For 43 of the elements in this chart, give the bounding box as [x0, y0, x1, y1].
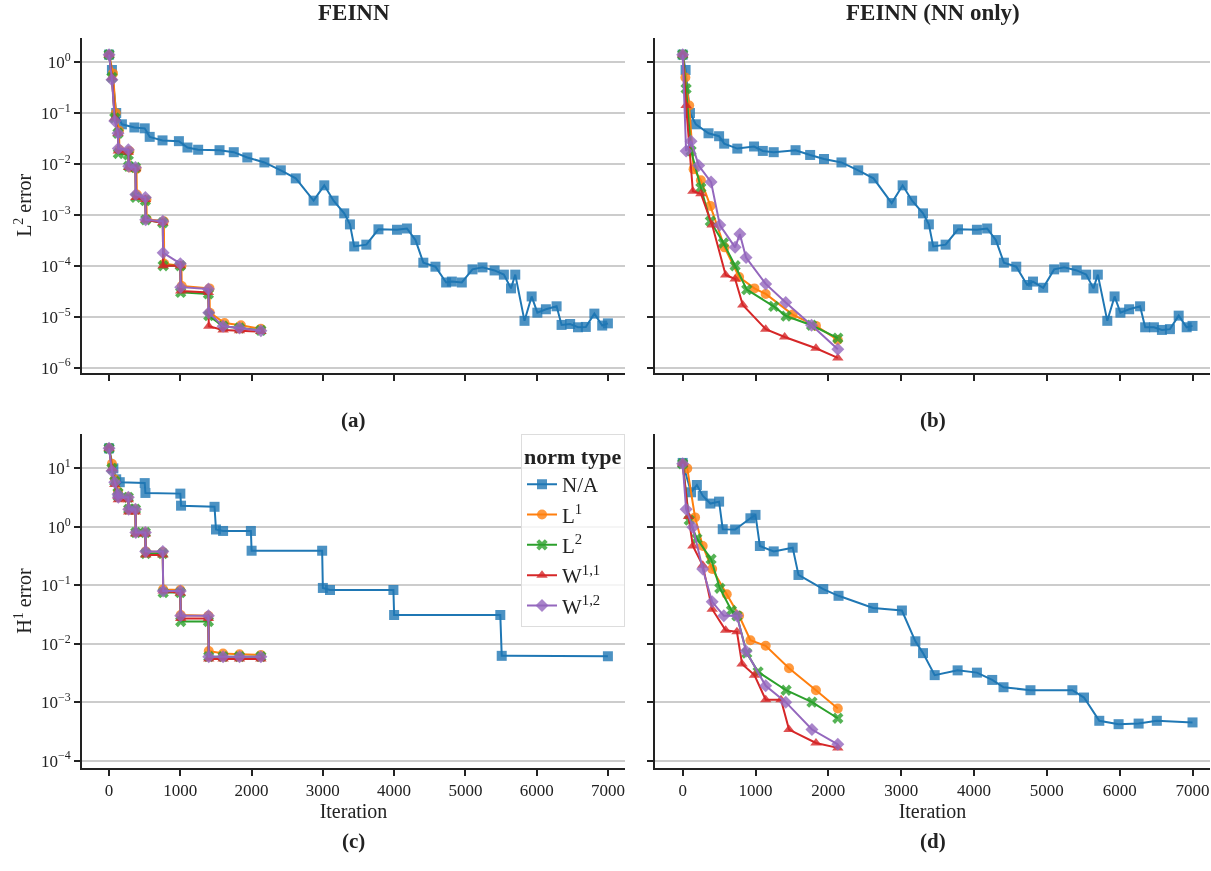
y-tick-label: 10$^{−3}$	[40, 689, 71, 713]
x-tick-label: 4000	[377, 780, 412, 800]
legend-label: W$^{1,1}$	[562, 561, 601, 589]
legend-label: N/A	[562, 473, 599, 498]
text: (a)	[341, 408, 366, 432]
x-tick-label: 2000	[234, 780, 269, 800]
y-tick-label: 10$^{−6}$	[40, 355, 71, 378]
x-tick-label: 3000	[884, 780, 919, 800]
text: (d)	[920, 829, 946, 853]
y-tick-label: 10$^{−1}$	[40, 100, 71, 123]
x-tick-label: 5000	[448, 780, 483, 800]
legend-title: norm type	[524, 444, 622, 470]
legend-label: L$^{2}$	[562, 531, 583, 559]
x-tick-label: 5000	[1029, 780, 1064, 800]
y-tick-label: 10$^{−1}$	[40, 573, 71, 596]
chart-title: FEINN (NN only)	[846, 0, 1020, 25]
y-tick-label: 10$^{−2}$	[40, 631, 71, 654]
x-tick-label: 7000	[1175, 780, 1210, 800]
y-tick-label: 10$^{−3}$	[40, 202, 71, 225]
x-tick-label: 1000	[738, 780, 773, 800]
y-tick-label: 10$^{1}$	[47, 456, 71, 479]
legend-label: L$^{1}$	[562, 500, 583, 528]
x-tick-label: 0	[104, 780, 114, 800]
x-tick-label: 3000	[305, 780, 340, 800]
x-axis-title: Iteration	[898, 799, 967, 822]
y-tick-label: 10$^{−4}$	[40, 748, 71, 771]
x-tick-label: 4000	[957, 780, 992, 800]
x-tick-label: 0	[678, 780, 687, 800]
x-tick-label: 2000	[811, 780, 846, 800]
chart-title: FEINN	[318, 0, 390, 25]
y-tick-label: 10$^{−4}$	[40, 253, 71, 276]
legend-label: W$^{1,2}$	[562, 591, 601, 619]
y-tick-label: 10$^{−5}$	[40, 304, 71, 327]
y-tick-label: 10$^{0}$	[47, 49, 71, 73]
y-tick-label: 10$^{0}$	[47, 514, 71, 537]
text: (b)	[920, 408, 946, 432]
x-tick-label: 6000	[519, 780, 554, 800]
text: (c)	[342, 829, 366, 853]
x-tick-label: 7000	[590, 780, 625, 800]
x-axis-title: Iteration	[319, 799, 388, 822]
x-tick-label: 1000	[163, 780, 198, 800]
y-tick-label: 10$^{−2}$	[40, 151, 71, 174]
x-tick-label: 6000	[1102, 780, 1137, 800]
